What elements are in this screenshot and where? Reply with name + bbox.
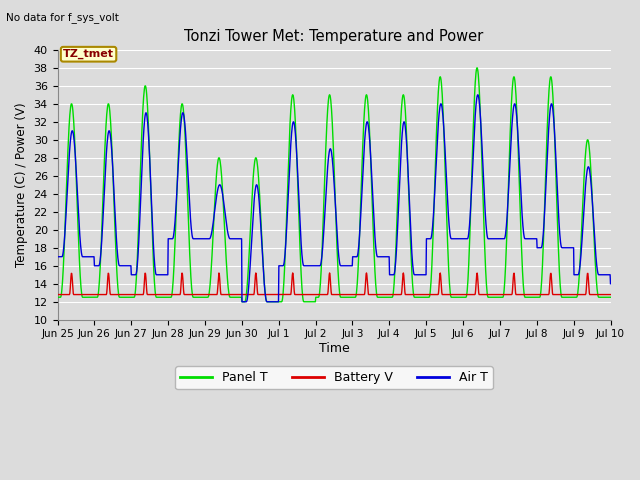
Text: No data for f_sys_volt: No data for f_sys_volt: [6, 12, 119, 23]
Title: Tonzi Tower Met: Temperature and Power: Tonzi Tower Met: Temperature and Power: [184, 29, 484, 44]
Text: TZ_tmet: TZ_tmet: [63, 49, 114, 60]
X-axis label: Time: Time: [319, 342, 349, 355]
Y-axis label: Temperature (C) / Power (V): Temperature (C) / Power (V): [15, 102, 28, 267]
Legend: Panel T, Battery V, Air T: Panel T, Battery V, Air T: [175, 366, 493, 389]
